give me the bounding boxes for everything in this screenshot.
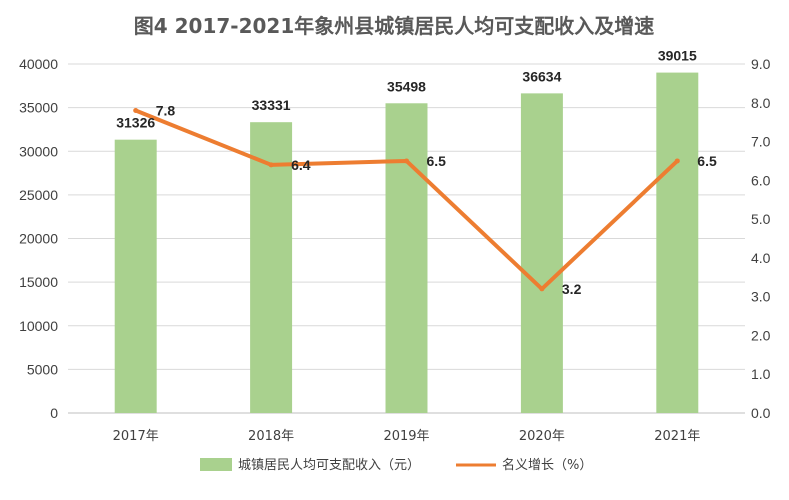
legend-label-line: 名义增长（%） — [502, 457, 592, 473]
category-axis: 2017年 2018年 2019年 2020年 2021年 — [113, 429, 701, 444]
bar — [114, 139, 157, 413]
right-tick-label: 3.0 — [751, 289, 771, 305]
bar-series — [114, 72, 699, 414]
legend-swatch-bar — [200, 458, 232, 471]
right-tick-label: 6.0 — [751, 172, 771, 188]
bar — [656, 72, 699, 414]
left-tick-label: 10000 — [19, 318, 58, 334]
line-value-label: 6.5 — [697, 153, 717, 169]
category-label: 2017年 — [113, 429, 159, 444]
right-tick-label: 7.0 — [751, 134, 771, 150]
line-point — [674, 158, 680, 164]
bar-value-label: 33331 — [252, 97, 291, 113]
bar — [520, 93, 563, 413]
bar-value-label: 36634 — [522, 68, 561, 84]
left-tick-label: 40000 — [19, 56, 58, 72]
line-value-label: 3.2 — [562, 281, 582, 297]
right-tick-label: 0.0 — [751, 405, 771, 421]
data-labels: 31326 33331 35498 36634 39015 7.8 6.4 6.5 3.2 6.5 — [116, 48, 717, 297]
line-value-label: 7.8 — [156, 103, 176, 119]
line-point — [404, 158, 409, 164]
category-label: 2019年 — [383, 429, 429, 444]
right-axis: 0.0 1.0 2.0 3.0 4.0 5.0 6.0 7.0 8.0 9.0 — [751, 56, 771, 421]
right-tick-label: 5.0 — [751, 211, 771, 227]
left-tick-label: 15000 — [19, 274, 58, 290]
left-tick-label: 0 — [50, 405, 58, 421]
right-tick-label: 2.0 — [751, 327, 771, 343]
bar-value-label: 39015 — [658, 48, 697, 64]
chart-title: 图4 2017-2021年象州县城镇居民人均可支配收入及增速 — [134, 14, 655, 38]
right-tick-label: 9.0 — [751, 56, 771, 72]
line-value-label: 6.5 — [427, 153, 447, 169]
line-value-label: 6.4 — [291, 157, 311, 173]
left-tick-label: 30000 — [19, 143, 58, 159]
bar-value-label: 35498 — [387, 78, 426, 94]
legend: 城镇居民人均可支配收入（元） 名义增长（%） — [200, 457, 592, 473]
left-tick-label: 20000 — [19, 231, 58, 247]
left-tick-label: 25000 — [19, 187, 58, 203]
right-tick-label: 1.0 — [751, 366, 771, 382]
legend-label-bar: 城镇居民人均可支配收入（元） — [238, 458, 420, 473]
line-point — [539, 286, 545, 292]
bar — [385, 103, 428, 413]
left-tick-label: 5000 — [27, 361, 58, 377]
bar-value-label: 31326 — [116, 115, 155, 131]
line-point — [133, 108, 139, 114]
left-axis: 0 5000 10000 15000 20000 25000 30000 35000 40000 — [19, 56, 58, 421]
bar — [250, 122, 293, 414]
category-label: 2018年 — [248, 429, 294, 444]
category-label: 2021年 — [654, 429, 700, 444]
line-point — [268, 162, 274, 168]
category-label: 2020年 — [519, 429, 565, 444]
line-series — [133, 108, 680, 292]
right-tick-label: 8.0 — [751, 95, 771, 111]
left-tick-label: 35000 — [19, 100, 58, 116]
right-tick-label: 4.0 — [751, 250, 771, 266]
